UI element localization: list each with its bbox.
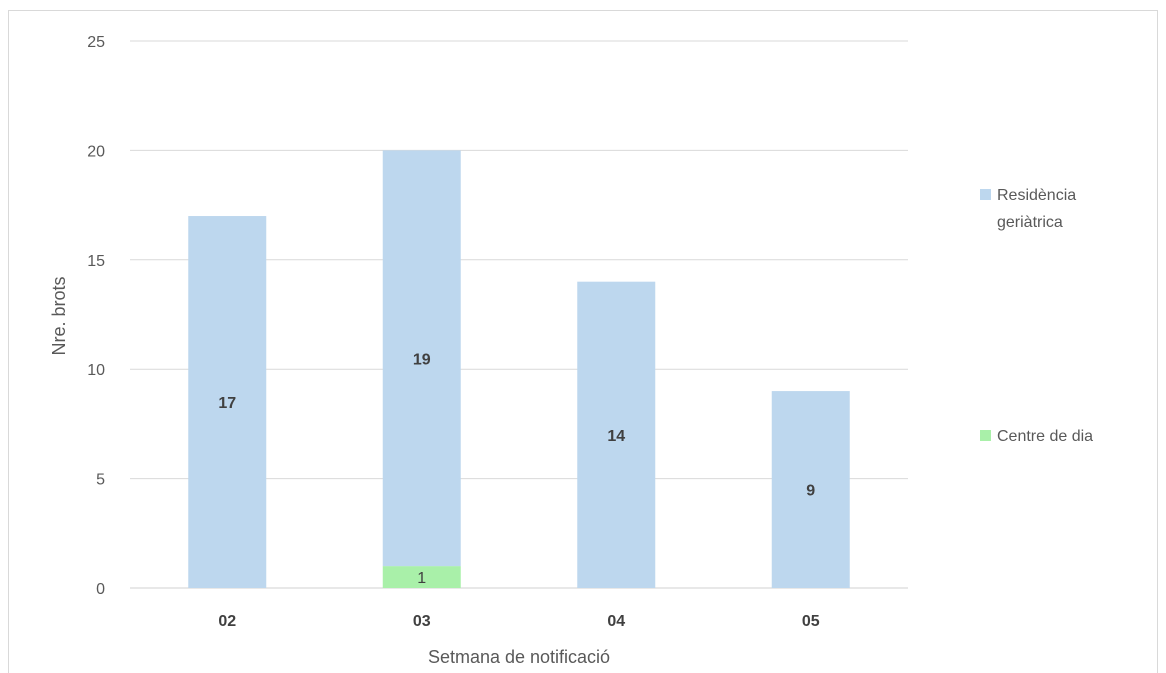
legend-label: Residència	[997, 187, 1076, 204]
y-tick-label: 25	[87, 34, 105, 51]
y-tick-label: 10	[87, 362, 105, 379]
bar-segment	[382, 150, 461, 567]
data-label: 1	[417, 570, 426, 587]
data-label: 14	[607, 428, 625, 445]
data-label: 17	[218, 395, 236, 412]
y-tick-label: 5	[96, 472, 105, 489]
x-tick-label: 05	[802, 613, 820, 630]
x-tick-label: 03	[413, 613, 431, 630]
bar-segment	[577, 281, 656, 588]
x-tick-label: 02	[218, 613, 236, 630]
data-label: 19	[413, 351, 431, 368]
legend-label: geriàtrica	[997, 214, 1063, 231]
bar-segment	[188, 216, 267, 589]
y-axis-title: Nre. brots	[49, 276, 69, 355]
y-tick-label: 20	[87, 143, 105, 160]
y-axis-ticks: 0 5 10 15 20 25	[87, 34, 105, 598]
data-label: 9	[806, 483, 815, 500]
bar-segment	[382, 566, 461, 588]
x-axis-ticks: 02 03 04 05	[218, 613, 819, 630]
bars	[188, 150, 850, 589]
legend-swatch	[980, 430, 991, 441]
legend: Residència geriàtrica Centre de dia	[980, 187, 1093, 445]
bar-segment	[771, 391, 850, 588]
y-tick-label: 15	[87, 253, 105, 270]
legend-swatch	[980, 189, 991, 200]
legend-label: Centre de dia	[997, 428, 1093, 445]
x-tick-label: 04	[607, 613, 625, 630]
x-axis-title: Setmana de notificació	[428, 647, 610, 667]
data-labels: 17 1 19 14 9	[218, 351, 815, 587]
chart-frame	[8, 10, 1158, 673]
y-tick-label: 0	[96, 581, 105, 598]
